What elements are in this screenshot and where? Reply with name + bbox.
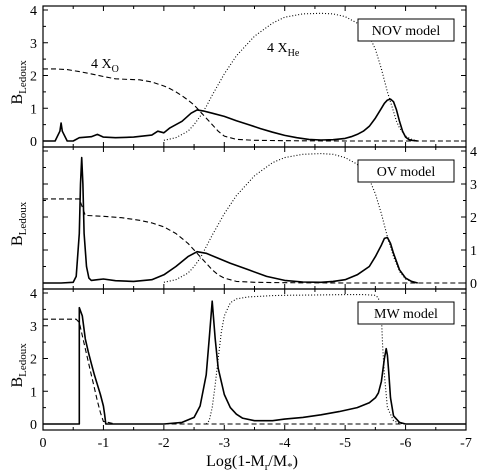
blb-curve [43, 98, 418, 142]
oxygen-curve [43, 318, 466, 425]
x-tick-label: -5 [339, 436, 351, 451]
x-tick-label: -3 [218, 436, 230, 451]
y-tick-label: 2 [30, 353, 37, 368]
panel-2: 0 1 2 3 4 OV model BLedoux [9, 145, 477, 292]
x-tick-label: -6 [400, 436, 412, 451]
legend-box [357, 159, 455, 183]
helium-curve [163, 153, 418, 284]
y-axis-label: BLedoux [9, 201, 29, 246]
oxygen-curve [43, 68, 466, 142]
y-tick-label: 4 [30, 4, 37, 19]
y-axis-label: BLedoux [9, 60, 29, 105]
helium-annotation: 4 XHe [267, 41, 300, 59]
annotations: 0 -1 -2 -3 -4 -5 -6 -7 Log(1-Mr/M*) 4 XO 4 XHe [40, 41, 472, 472]
y-tick-label: 3 [470, 178, 477, 193]
blb-curve [43, 156, 418, 284]
y-tick-label: 3 [30, 37, 37, 52]
y-tick-label: 4 [470, 145, 477, 160]
y-tick-label: 2 [470, 211, 477, 226]
oxygen-annotation: 4 XO [91, 57, 119, 75]
y-tick-label: 0 [470, 277, 477, 292]
legend-box [357, 18, 455, 42]
x-tick-label: -7 [460, 436, 472, 451]
helium-curve [205, 294, 406, 425]
y-tick-label: 3 [30, 320, 37, 335]
blb-curve [43, 300, 466, 425]
legend-box [357, 301, 455, 325]
legend-label: NOV model [372, 24, 441, 39]
x-axis-label: Log(1-Mr/M*) [206, 453, 298, 472]
y-tick-label: 1 [30, 385, 37, 400]
legend-label: MW model [374, 307, 438, 322]
panels: 0 1 2 3 4 NOV model BLedoux 0 1 2 3 4 OV model BLedou… [9, 4, 477, 433]
y-tick-label: 1 [470, 244, 477, 259]
legend-label: OV model [377, 165, 436, 180]
y-tick-label: 2 [30, 70, 37, 85]
y-axis-label: BLedoux [9, 343, 29, 388]
x-tick-label: -4 [279, 436, 291, 451]
y-tick-label: 4 [30, 287, 37, 302]
panel-3: 0 1 2 3 4 MW model BLedoux [9, 287, 467, 433]
x-tick-label: -2 [158, 436, 170, 451]
y-tick-label: 1 [30, 102, 37, 117]
y-tick-label: 0 [30, 135, 37, 150]
oxygen-curve [43, 198, 466, 284]
panel-1: 0 1 2 3 4 NOV model BLedoux [9, 4, 467, 150]
helium-curve [163, 12, 418, 142]
x-tick-label: -1 [98, 436, 110, 451]
x-tick-label: 0 [40, 436, 47, 451]
y-tick-label: 0 [30, 418, 37, 433]
